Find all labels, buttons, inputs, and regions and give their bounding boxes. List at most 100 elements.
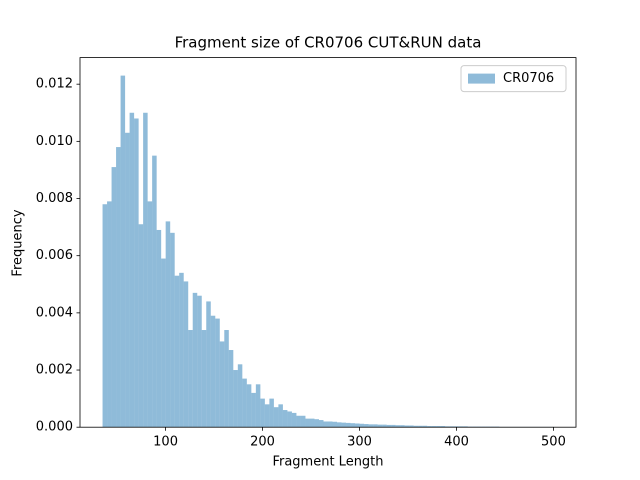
bar xyxy=(377,424,383,428)
x-tick-label: 300 xyxy=(347,435,372,450)
bar xyxy=(116,147,121,428)
chart-title: Fragment size of CR0706 CUT&RUN data xyxy=(175,34,482,52)
y-axis-label: Frequency xyxy=(11,209,26,276)
bar xyxy=(291,412,297,428)
bar xyxy=(364,424,369,428)
bar xyxy=(228,350,234,428)
bar xyxy=(120,75,126,428)
bar xyxy=(125,132,130,428)
x-tick-label: 100 xyxy=(153,435,178,450)
bar xyxy=(404,425,410,428)
bar xyxy=(255,384,261,428)
bar xyxy=(170,232,175,428)
bar xyxy=(107,201,112,428)
bar xyxy=(337,422,342,428)
bar xyxy=(287,411,292,428)
bar xyxy=(102,204,108,428)
bar xyxy=(350,423,356,428)
bar xyxy=(219,341,225,428)
bar xyxy=(201,330,207,428)
bar xyxy=(129,112,135,428)
legend-box xyxy=(460,65,567,93)
bar xyxy=(192,292,198,428)
bar xyxy=(233,370,238,428)
bar xyxy=(382,424,387,428)
bar xyxy=(260,398,265,428)
y-tick-label: 0.004 xyxy=(36,305,73,320)
bar xyxy=(300,415,306,428)
bar xyxy=(242,378,247,428)
bar xyxy=(269,398,274,428)
bar xyxy=(436,426,441,428)
bar xyxy=(251,392,256,428)
bar xyxy=(183,281,189,428)
y-tick-label: 0.006 xyxy=(36,248,73,263)
legend-swatch xyxy=(468,73,495,84)
bar xyxy=(454,426,459,428)
y-tick-label: 0.010 xyxy=(36,134,73,149)
bar xyxy=(332,421,338,428)
bar xyxy=(355,423,360,428)
bar xyxy=(224,330,229,428)
bar xyxy=(305,418,310,428)
bar xyxy=(215,318,220,428)
bar xyxy=(409,425,414,428)
y-tick-label: 0.000 xyxy=(36,420,73,435)
bar xyxy=(152,155,157,428)
bar xyxy=(309,418,315,428)
bar xyxy=(278,404,283,428)
bar xyxy=(323,421,328,428)
bar xyxy=(206,301,211,428)
bar xyxy=(188,330,193,428)
bar xyxy=(341,422,347,428)
bar xyxy=(296,415,301,428)
x-tick-label: 500 xyxy=(541,435,566,450)
bar xyxy=(463,426,468,428)
bar xyxy=(440,426,446,428)
bar xyxy=(373,424,378,428)
bar xyxy=(431,426,437,428)
bar xyxy=(413,425,419,428)
bar xyxy=(147,201,153,428)
bar xyxy=(328,421,333,428)
bar xyxy=(264,404,270,428)
bar xyxy=(197,295,202,428)
bar xyxy=(134,118,139,428)
bar xyxy=(246,384,252,428)
bar xyxy=(111,167,117,428)
bar xyxy=(174,275,180,428)
y-tick-label: 0.002 xyxy=(36,363,73,378)
bar xyxy=(210,315,216,428)
plot-frame xyxy=(79,57,577,428)
bar xyxy=(391,424,396,428)
bar xyxy=(368,424,374,428)
bar xyxy=(314,419,319,428)
bar xyxy=(318,420,324,428)
bar xyxy=(138,224,144,428)
x-tick-label: 400 xyxy=(444,435,469,450)
x-axis-label: Fragment Length xyxy=(272,455,383,470)
bar xyxy=(282,410,288,428)
bar xyxy=(422,425,428,428)
bar xyxy=(156,229,162,428)
bar xyxy=(395,425,401,428)
bar xyxy=(143,112,148,428)
y-tick-label: 0.008 xyxy=(36,191,73,206)
bar xyxy=(237,364,243,428)
bar xyxy=(386,424,392,428)
bar xyxy=(161,258,166,428)
bar xyxy=(400,425,405,428)
x-tick-label: 200 xyxy=(250,435,275,450)
bar xyxy=(346,422,351,428)
bar xyxy=(418,425,423,428)
bar xyxy=(273,407,279,428)
bar xyxy=(165,221,171,428)
bar xyxy=(449,426,455,428)
bar xyxy=(179,272,184,428)
bar xyxy=(445,426,450,428)
y-tick-label: 0.012 xyxy=(36,77,73,92)
bar xyxy=(359,423,365,428)
bar xyxy=(458,426,464,428)
